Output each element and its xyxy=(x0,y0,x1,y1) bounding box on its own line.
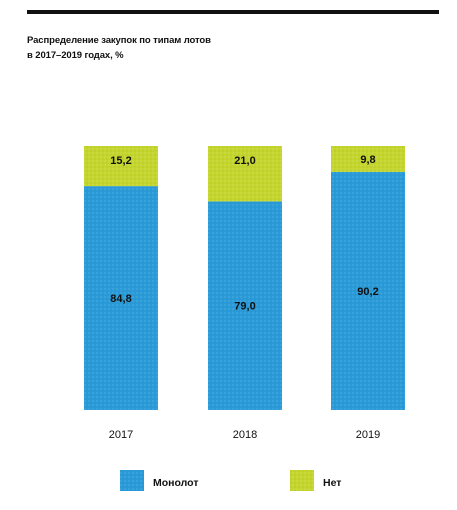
chart-title-line-1: Распределение закупок по типам лотов xyxy=(27,35,211,46)
chart-title-line-2: в 2017–2019 годах, % xyxy=(27,50,124,61)
data-label-Нет-2018: 21,0 xyxy=(234,155,255,167)
chart-title: Распределение закупок по типам лотов в 2… xyxy=(27,33,437,63)
bar-Нет-2018 xyxy=(208,146,282,202)
legend-swatch-Нет xyxy=(290,470,314,491)
x-tick-label-2019: 2019 xyxy=(356,429,380,441)
legend-label-Нет: Нет xyxy=(323,477,341,489)
bar-Монолот-2019 xyxy=(331,171,405,410)
x-tick-label-2018: 2018 xyxy=(233,429,257,441)
data-label-Нет-2019: 9,8 xyxy=(360,154,375,166)
legend-label-Монолот: Монолот xyxy=(153,477,198,489)
data-label-Монолот-2018: 79,0 xyxy=(234,301,255,313)
data-label-Монолот-2019: 90,2 xyxy=(357,286,378,298)
data-label-Нет-2017: 15,2 xyxy=(110,155,131,167)
bar-Монолот-2017 xyxy=(84,186,158,410)
legend-swatch-Монолот xyxy=(120,470,144,491)
data-label-Монолот-2017: 84,8 xyxy=(110,293,131,305)
bar-Нет-2019 xyxy=(331,146,405,172)
top-rule xyxy=(27,10,439,14)
bar-Нет-2017 xyxy=(84,146,158,187)
x-tick-label-2017: 2017 xyxy=(109,429,133,441)
bar-Монолот-2018 xyxy=(208,201,282,410)
